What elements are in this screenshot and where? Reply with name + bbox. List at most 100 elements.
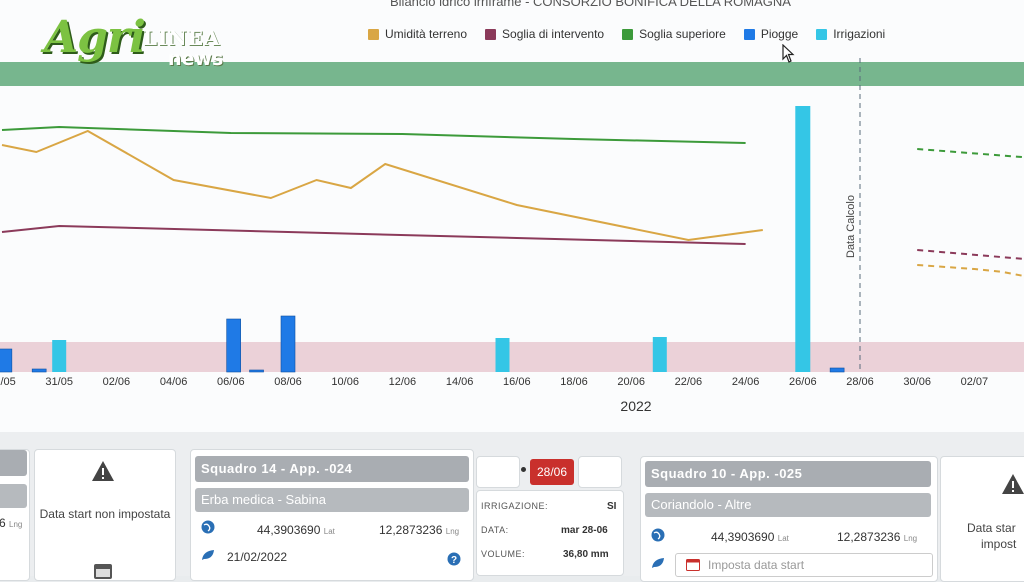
calc-date-label: Data Calcolo xyxy=(845,195,857,258)
mouse-cursor-icon xyxy=(782,44,795,63)
lng-value: 12,2873236 xyxy=(379,523,443,537)
legend-swatch xyxy=(485,28,497,40)
x-tick-label: 30/06 xyxy=(903,376,931,388)
panel-crop: Coriandolo - Altre xyxy=(645,493,931,517)
chart-svg: Data Calcolo 29/05 31/05 02/06 04/06 06/06 08/… xyxy=(0,58,1024,414)
legend-item[interactable]: Piogge xyxy=(743,27,799,41)
irrigation-details-panel: IRRIGAZIONE: SI DATA: mar 28-06 VOLUME: … xyxy=(476,490,624,576)
panel-crop: Erba medica - Sabina xyxy=(195,488,469,512)
x-tick-label: 14/06 xyxy=(446,376,474,388)
volume-value: 36,80 mm xyxy=(563,549,609,560)
warning-panel-left: Data start non impostata xyxy=(34,449,176,581)
data-value: mar 28-06 xyxy=(561,525,608,536)
globe-icon xyxy=(201,520,215,534)
selected-date-badge[interactable]: 28/06 xyxy=(530,459,574,485)
start-date-input[interactable]: Imposta data start xyxy=(675,553,933,577)
x-axis-label: 2022 xyxy=(620,398,651,414)
legend-item[interactable]: Soglia di intervento xyxy=(485,27,604,41)
plot-panel-squadro-14[interactable]: Squadro 14 - App. -024 Erba medica - Sab… xyxy=(190,449,474,581)
data-label: DATA: xyxy=(481,525,509,535)
left-partial-unit: Lng xyxy=(9,520,23,529)
agrilinea-logo: Agri LINEA news xyxy=(44,12,244,82)
start-date: 21/02/2022 xyxy=(227,550,288,564)
x-tick-label: 31/05 xyxy=(45,376,73,388)
x-tick-label: 04/06 xyxy=(160,376,188,388)
left-partial-panel: 6 Lng xyxy=(0,449,30,581)
left-partial-value: 6 xyxy=(0,516,6,530)
chart-area: Data Calcolo 29/05 31/05 02/06 04/06 06/06 08/… xyxy=(0,0,1024,432)
x-tick-label: 12/06 xyxy=(389,376,417,388)
lat-value: 44,3903690 xyxy=(257,523,321,537)
legend-item[interactable]: Umidità terreno xyxy=(368,27,467,41)
rain-bar xyxy=(829,367,845,373)
legend-swatch xyxy=(743,28,755,40)
prev-date-button[interactable] xyxy=(476,456,520,488)
legend-item[interactable]: Soglia superiore xyxy=(622,27,726,41)
series-forecast-line xyxy=(917,264,1024,278)
lat-unit: Lat xyxy=(777,534,789,543)
x-tick-label: 22/06 xyxy=(675,376,703,388)
series-forecast-line xyxy=(917,249,1024,260)
rain-bar xyxy=(0,348,13,373)
lng-value: 12,2873236 xyxy=(837,530,901,544)
legend-label: Soglia superiore xyxy=(639,27,726,41)
legend-label: Piogge xyxy=(760,27,799,41)
leaf-icon xyxy=(202,550,214,560)
warning-text-right-1: Data star xyxy=(967,521,1016,535)
legend-item[interactable]: Irrigazioni xyxy=(816,27,885,41)
globe-icon xyxy=(651,528,665,542)
chart-title: Bilancio idrico irriframe - CONSORZIO BO… xyxy=(390,0,791,9)
plot-panel-squadro-10[interactable]: Squadro 10 - App. -025 Coriandolo - Altr… xyxy=(640,456,938,582)
rain-bar xyxy=(226,318,241,373)
legend-label: Umidità terreno xyxy=(385,27,468,41)
lat-unit: Lat xyxy=(323,527,335,536)
chart-legend: Umidità terreno Soglia di intervento Sogli… xyxy=(368,27,885,41)
x-tick-label: 26/06 xyxy=(789,376,817,388)
irrigation-value: SI xyxy=(607,501,617,512)
legend-label: Soglia di intervento xyxy=(502,27,605,41)
warning-panel-right: Data star impost xyxy=(940,456,1024,582)
irrigation-bar xyxy=(495,338,510,372)
warning-text-left: Data start non impostata xyxy=(39,507,171,521)
x-tick-label: 18/06 xyxy=(560,376,588,388)
x-tick-label: 08/06 xyxy=(274,376,302,388)
panel-title: Squadro 14 - App. -024 xyxy=(195,456,469,482)
x-tick-label: 02/06 xyxy=(103,376,131,388)
irrigation-bar xyxy=(652,337,667,372)
x-tick-label: 10/06 xyxy=(331,376,359,388)
panel-title: Squadro 10 - App. -025 xyxy=(645,461,931,487)
calendar-icon xyxy=(686,559,700,571)
date-separator-dot xyxy=(521,467,526,472)
legend-label: Irrigazioni xyxy=(833,27,886,41)
left-partial-header xyxy=(0,450,27,476)
irrigation-label: IRRIGAZIONE: xyxy=(481,501,549,511)
legend-swatch xyxy=(368,28,379,40)
lng-unit: Lng xyxy=(903,534,918,543)
rain-bar xyxy=(249,369,264,373)
x-tick-label: 20/06 xyxy=(617,376,645,388)
series-forecast-line xyxy=(917,148,1024,159)
logo-agri-text: Agri xyxy=(44,12,146,63)
irrigation-bar xyxy=(795,106,811,372)
x-tick-label: 28/06 xyxy=(846,376,874,388)
help-icon[interactable]: ? xyxy=(447,552,461,566)
rain-bar xyxy=(31,368,47,373)
volume-label: VOLUME: xyxy=(481,549,526,559)
lower-threshold-band xyxy=(0,342,1024,372)
series-line xyxy=(1,129,763,242)
next-date-button[interactable] xyxy=(578,456,622,488)
logo-news-text: news xyxy=(168,48,224,70)
series-line xyxy=(1,125,746,144)
lat-value: 44,3903690 xyxy=(711,530,775,544)
left-partial-subheader xyxy=(0,484,27,508)
start-date-placeholder: Imposta data start xyxy=(708,558,805,572)
irrigation-bar xyxy=(52,340,67,372)
warning-icon xyxy=(1002,474,1024,494)
calendar-icon[interactable] xyxy=(93,562,113,580)
warning-text-right-2: impost xyxy=(981,537,1017,551)
logo-linea-text: LINEA xyxy=(143,26,221,50)
x-tick-label: 16/06 xyxy=(503,376,531,388)
x-tick-label: 24/06 xyxy=(732,376,760,388)
upper-threshold-band xyxy=(0,62,1024,86)
legend-swatch xyxy=(622,28,634,40)
